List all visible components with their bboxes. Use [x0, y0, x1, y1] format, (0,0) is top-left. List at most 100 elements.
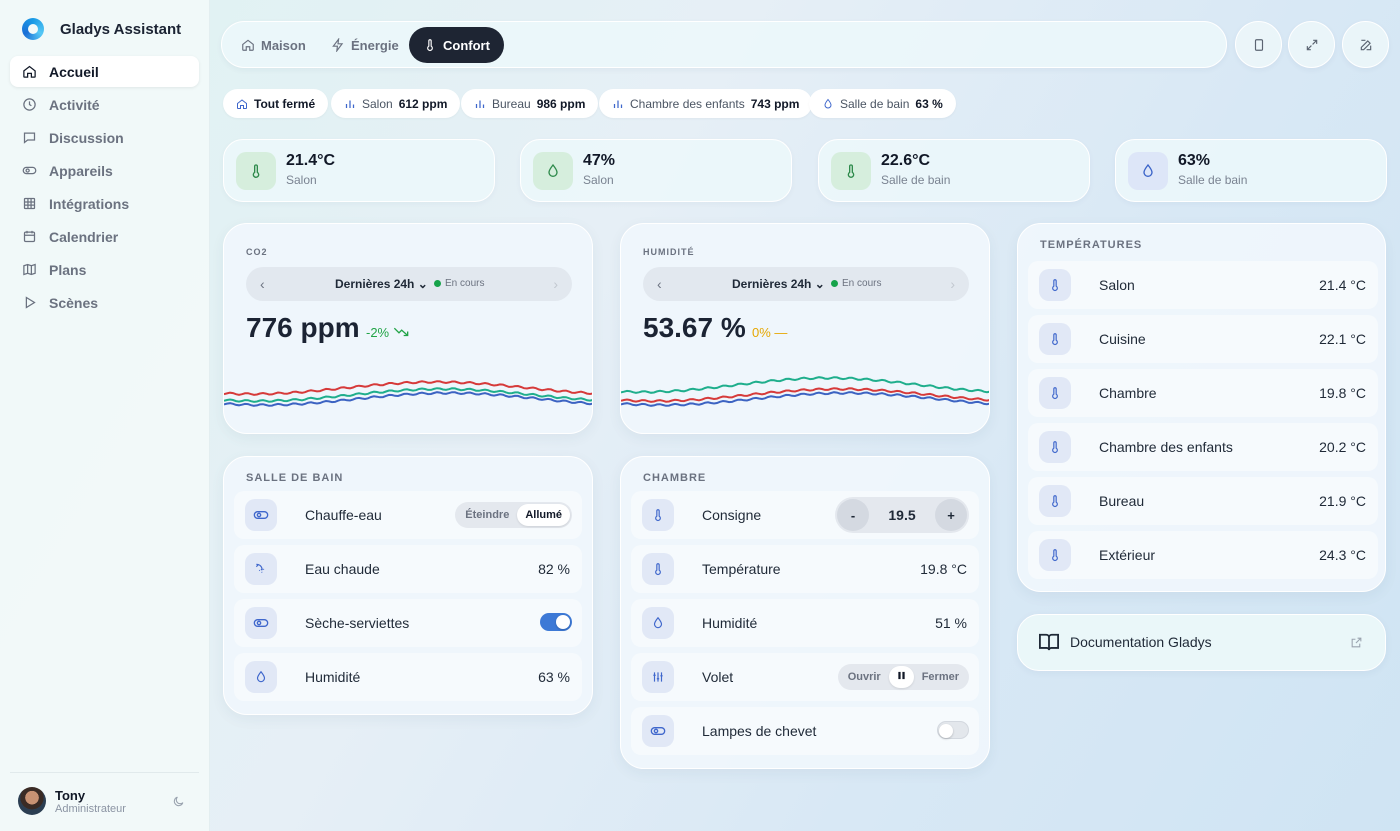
row-icon-box [642, 553, 674, 585]
grid-icon [23, 197, 36, 210]
row-value: 19.8 °C [1319, 385, 1366, 401]
home-icon [23, 65, 36, 78]
stat-value: 63% [1178, 152, 1211, 169]
tab-maison[interactable]: Maison [227, 27, 320, 63]
live-dot-icon [434, 280, 441, 287]
sidebar-item-label: Appareils [49, 162, 113, 179]
sidebar-item-calendrier[interactable]: Calendrier [10, 221, 199, 252]
co2-value: 776 ppm [246, 312, 360, 343]
chevron-left-icon[interactable]: ‹ [657, 276, 662, 292]
chip-tout-ferme[interactable]: Tout fermé [223, 89, 329, 118]
shutter-close-button[interactable]: Fermer [921, 671, 959, 683]
sidebar-item-label: Activité [49, 96, 100, 113]
co2-trend: -2% [366, 325, 409, 340]
stat-card-bathroom-temperature[interactable]: 22.6°C Salle de bain [818, 139, 1090, 202]
temperature-row-bureau[interactable]: Bureau 21.9 °C [1028, 477, 1378, 525]
humidity-line-blue [621, 391, 989, 407]
moon-icon[interactable] [172, 795, 185, 808]
temperature-row-cuisine[interactable]: Cuisine 22.1 °C [1028, 315, 1378, 363]
user-profile[interactable]: Tony Administrateur [10, 772, 199, 815]
bathroom-row-chauffe-eau: Chauffe-eau Éteindre Allumé [234, 491, 582, 539]
sidebar-item-accueil[interactable]: Accueil [10, 56, 199, 87]
row-value: 51 % [935, 615, 967, 631]
sidebar-item-scenes[interactable]: Scènes [10, 287, 199, 318]
row-label: Eau chaude [305, 561, 380, 577]
user-role: Administrateur [55, 802, 126, 815]
dashboard-tabs-bar: Maison Énergie Confort [221, 21, 1227, 68]
trend-flat-icon: — [774, 325, 788, 340]
clock-icon [23, 98, 36, 111]
edit-dashboard-button[interactable] [1342, 21, 1389, 68]
chip-bureau-co2[interactable]: Bureau 986 ppm [461, 89, 599, 118]
chauffe-eau-on-button[interactable]: Allumé [517, 504, 570, 526]
chevron-left-icon[interactable]: ‹ [260, 276, 265, 292]
seche-serviettes-toggle[interactable] [540, 613, 572, 631]
stat-label: Salon [583, 173, 614, 187]
documentation-label: Documentation Gladys [1070, 634, 1212, 650]
decrease-setpoint-button[interactable]: - [837, 499, 869, 531]
period-dropdown[interactable]: Dernières 24h ⌄ [335, 277, 428, 291]
period-dropdown[interactable]: Dernières 24h ⌄ [732, 277, 825, 291]
stat-label: Salon [286, 173, 317, 187]
temperature-row-chambre-enfants[interactable]: Chambre des enfants 20.2 °C [1028, 423, 1378, 471]
sidebar-item-integrations[interactable]: Intégrations [10, 188, 199, 219]
chevron-right-icon[interactable]: › [950, 276, 955, 292]
row-label: Chambre des enfants [1099, 439, 1233, 455]
chip-label: Salle de bain [840, 96, 910, 111]
thermometer-icon [847, 164, 855, 178]
sidebar-item-appareils[interactable]: Appareils [10, 155, 199, 186]
row-label: Humidité [305, 669, 361, 685]
thermometer-icon [1052, 387, 1058, 400]
stat-icon-box [533, 152, 573, 190]
row-value: 21.9 °C [1319, 493, 1366, 509]
brand[interactable]: Gladys Assistant [22, 18, 181, 40]
chauffe-eau-off-button[interactable]: Éteindre [465, 509, 510, 521]
temperature-row-exterieur[interactable]: Extérieur 24.3 °C [1028, 531, 1378, 579]
sidebar-item-activite[interactable]: Activité [10, 89, 199, 120]
temperature-row-chambre[interactable]: Chambre 19.8 °C [1028, 369, 1378, 417]
humidity-line-chart [621, 376, 989, 407]
row-value: 63 % [538, 669, 570, 685]
user-info: Tony Administrateur [55, 788, 172, 815]
thermometer-icon [252, 164, 260, 178]
stat-card-salon-humidity[interactable]: 47% Salon [520, 139, 792, 202]
droplet-icon [256, 670, 266, 683]
humidity-trend: 0% — [752, 325, 787, 340]
temperature-row-salon[interactable]: Salon 21.4 °C [1028, 261, 1378, 309]
chip-salon-co2[interactable]: Salon 612 ppm [331, 89, 461, 118]
stat-card-salon-temperature[interactable]: 21.4°C Salon [223, 139, 495, 202]
chip-salle-de-bain-humidite[interactable]: Salle de bain 63 % [809, 89, 956, 118]
lampes-de-chevet-toggle[interactable] [937, 721, 969, 739]
sliders-icon [653, 672, 663, 682]
stat-value: 21.4°C [286, 152, 336, 169]
sidebar-item-label: Calendrier [49, 228, 119, 245]
co2-line-green [224, 387, 592, 403]
tab-energie[interactable]: Énergie [317, 27, 413, 63]
sidebar-item-discussion[interactable]: Discussion [10, 122, 199, 153]
home-icon [242, 39, 254, 51]
bathroom-row-eau-chaude: Eau chaude 82 % [234, 545, 582, 593]
chip-chambre-enfants-co2[interactable]: Chambre des enfants 743 ppm [599, 89, 813, 118]
trend-down-icon [393, 327, 409, 337]
bar-chart-icon [613, 100, 623, 108]
fullscreen-button[interactable] [1288, 21, 1335, 68]
bar-chart-icon [345, 100, 355, 108]
shutter-stop-button[interactable] [888, 666, 914, 688]
bathroom-row-seche-serviettes: Sèche-serviettes [234, 599, 582, 647]
row-label: Consigne [702, 507, 762, 523]
chip-label: Chambre des enfants [630, 96, 745, 111]
row-label: Volet [702, 669, 734, 685]
sidebar-item-plans[interactable]: Plans [10, 254, 199, 285]
row-value: 20.2 °C [1319, 439, 1366, 455]
chevron-right-icon[interactable]: › [553, 276, 558, 292]
shutter-open-button[interactable]: Ouvrir [847, 671, 881, 683]
stat-card-bathroom-humidity[interactable]: 63% Salle de bain [1115, 139, 1387, 202]
co2-chart-card: CO2 ‹ Dernières 24h ⌄ En cours › 776 ppm… [223, 223, 593, 434]
tab-label: Confort [443, 37, 490, 53]
row-icon-box [1039, 323, 1071, 355]
increase-setpoint-button[interactable]: + [935, 499, 967, 531]
humidity-line-red [621, 387, 989, 403]
tab-confort[interactable]: Confort [409, 27, 504, 63]
tablet-mode-button[interactable] [1235, 21, 1282, 68]
documentation-link[interactable]: Documentation Gladys [1017, 614, 1386, 671]
